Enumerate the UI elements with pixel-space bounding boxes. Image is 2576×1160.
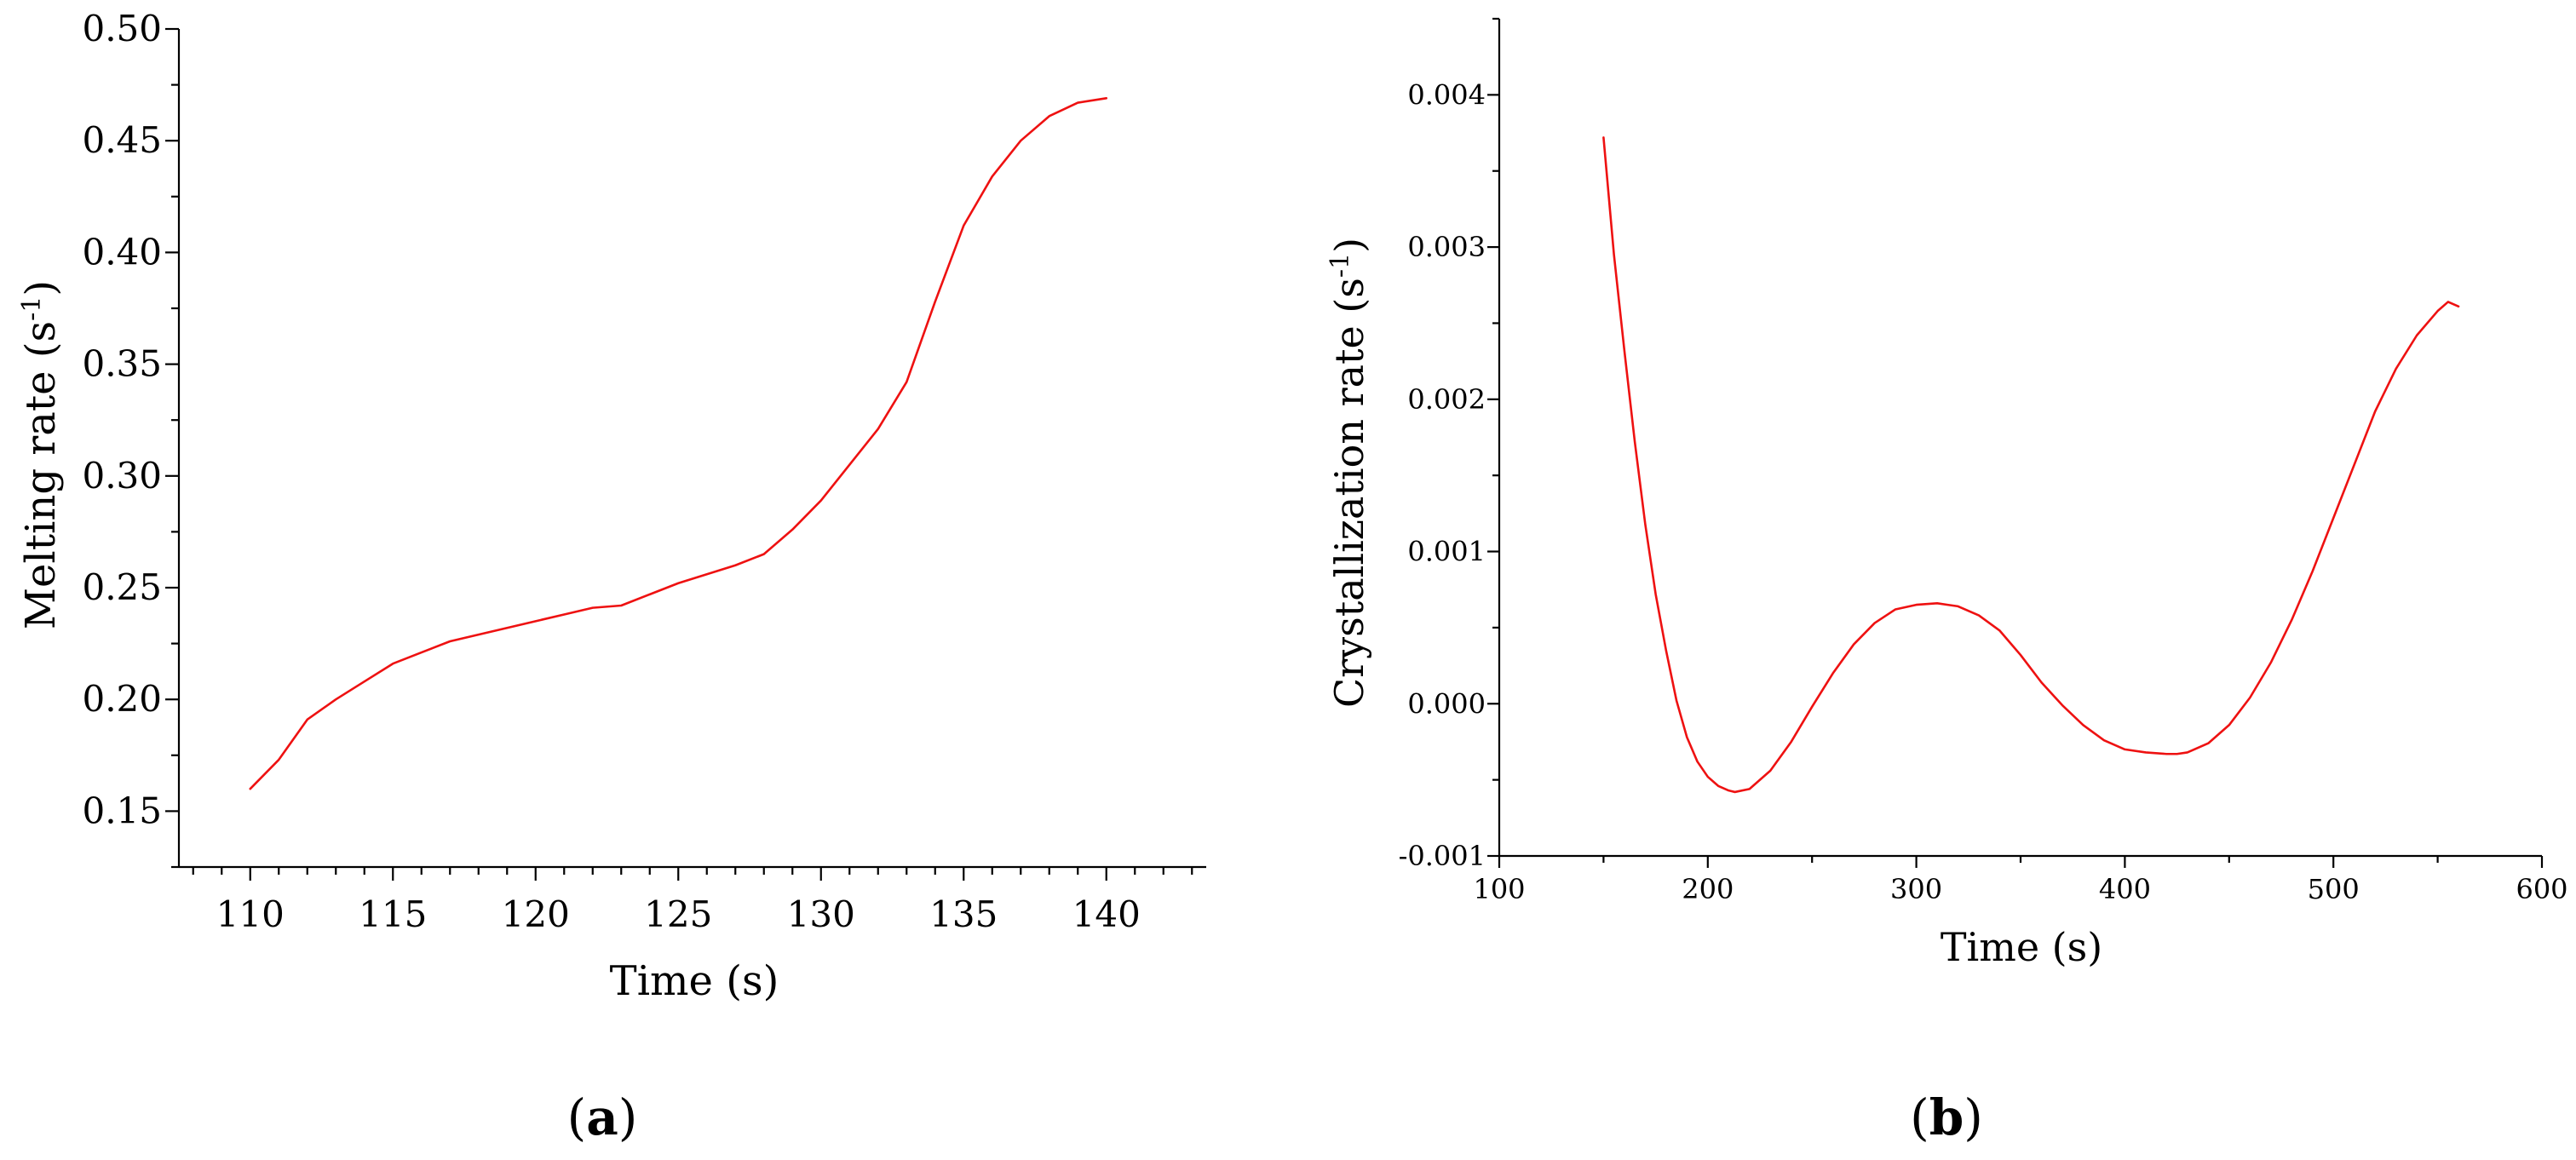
a-y-tick-label: 0.25 xyxy=(82,566,162,608)
b-x-tick-label: 300 xyxy=(1890,873,1942,905)
a-panel-label: (a) xyxy=(567,1088,638,1146)
a-ticks: 110 115 120 125 130 135 140 0.15 0.20 0.25 0.30 0.3… xyxy=(82,8,1193,935)
b-y-axis-title-main: Crystallization rate (s xyxy=(1326,278,1372,708)
b-ticks: 100 200 300 400 500 600 -0.001 0.000 0.001 0.002 0… xyxy=(1399,17,2568,905)
a-x-tick-label: 140 xyxy=(1072,893,1141,935)
a-y-tick-label: 0.50 xyxy=(82,8,162,49)
b-y-tick-label: 0.002 xyxy=(1407,383,1486,416)
b-y-axis-title-sup: -1 xyxy=(1325,253,1355,278)
a-panel-letter: a xyxy=(586,1088,618,1146)
a-y-axis-title-end: ) xyxy=(17,280,65,296)
a-x-tick-label: 110 xyxy=(216,893,285,935)
b-x-tick-label: 400 xyxy=(2099,873,2151,905)
chart-b: 100 200 300 400 500 600 -0.001 0.000 0.001 0.002 0… xyxy=(1325,17,2568,1146)
a-x-tick-label: 130 xyxy=(787,893,855,935)
b-x-axis-title: Time (s) xyxy=(1941,924,2102,970)
a-y-axis-title-sup: -1 xyxy=(17,296,47,321)
a-x-tick-label: 135 xyxy=(929,893,998,935)
a-melting-rate-line xyxy=(249,97,1108,790)
b-panel-label: (b) xyxy=(1910,1088,1983,1146)
a-x-axis-title: Time (s) xyxy=(610,957,779,1005)
b-y-tick-label: -0.001 xyxy=(1399,840,1486,872)
b-x-tick-label: 500 xyxy=(2308,873,2360,905)
a-y-axis-title-main: Melting rate (s xyxy=(17,321,65,629)
b-x-tick-label: 200 xyxy=(1682,873,1734,905)
b-x-tick-label: 600 xyxy=(2516,873,2567,905)
b-y-tick-label: 0.001 xyxy=(1407,536,1486,568)
a-x-tick-label: 125 xyxy=(644,893,712,935)
a-y-tick-label: 0.35 xyxy=(82,343,162,385)
a-y-tick-label: 0.20 xyxy=(82,678,162,720)
a-x-tick-label: 115 xyxy=(359,893,427,935)
b-y-tick-label: 0.000 xyxy=(1407,687,1486,720)
a-y-tick-label: 0.30 xyxy=(82,455,162,497)
b-y-axis-title: Crystallization rate (s-1) xyxy=(1325,238,1373,708)
a-y-axis-title: Melting rate (s-1) xyxy=(17,280,66,629)
b-y-tick-label: 0.003 xyxy=(1407,231,1486,263)
b-x-tick-label: 100 xyxy=(1473,873,1525,905)
a-y-tick-label: 0.45 xyxy=(82,119,162,161)
chart-a: 110 115 120 125 130 135 140 0.15 0.20 0.25 0.30 0.3… xyxy=(17,8,1206,1146)
a-y-tick-label: 0.40 xyxy=(82,231,162,273)
b-y-axis-title-end: ) xyxy=(1326,238,1372,253)
a-y-tick-label: 0.15 xyxy=(82,790,162,831)
b-y-tick-label: 0.004 xyxy=(1407,78,1486,111)
a-x-tick-label: 120 xyxy=(502,893,570,935)
b-panel-letter: b xyxy=(1929,1088,1964,1146)
b-crystallization-rate-line xyxy=(1602,136,2460,794)
